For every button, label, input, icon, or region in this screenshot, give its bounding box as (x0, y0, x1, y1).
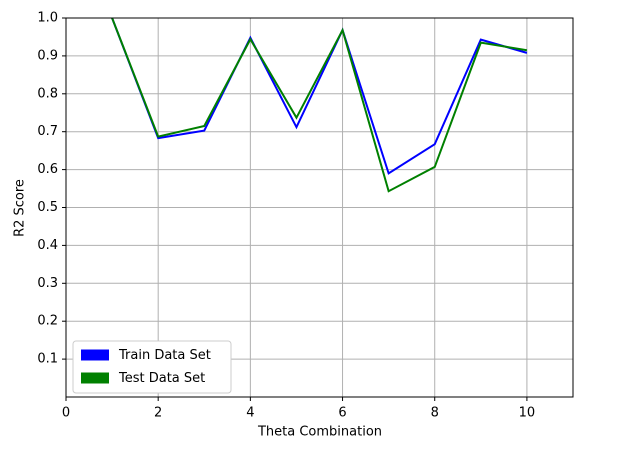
y-tick-label: 0.9 (37, 48, 58, 63)
y-tick-label: 1.0 (37, 11, 58, 26)
y-tick-label: 0.6 (37, 162, 58, 177)
x-tick-label: 10 (519, 406, 536, 421)
y-tick-label: 0.8 (37, 86, 58, 101)
y-tick-label: 0.1 (37, 352, 58, 367)
y-tick-label: 0.3 (37, 276, 58, 291)
legend-label: Test Data Set (118, 371, 205, 386)
x-tick-label: 8 (431, 406, 439, 421)
x-tick-label: 0 (62, 406, 70, 421)
legend-box (72, 340, 232, 394)
plot-frame (65, 17, 574, 398)
series-line (111, 17, 528, 175)
legend-label: Train Data Set (118, 348, 211, 363)
y-tick-label: 0.2 (37, 314, 58, 329)
legend-swatch (81, 349, 109, 361)
y-tick-label: 0.5 (37, 200, 58, 215)
y-axis-label: R2 Score (13, 179, 28, 237)
x-tick-label: 2 (154, 406, 162, 421)
y-tick-label: 0.7 (37, 124, 58, 139)
x-tick-label: 4 (246, 406, 254, 421)
x-axis-label: Theta Combination (257, 425, 382, 440)
legend-swatch (81, 372, 109, 384)
series-line (111, 17, 528, 193)
y-tick-label: 0.4 (37, 238, 58, 253)
x-tick-label: 6 (338, 406, 346, 421)
